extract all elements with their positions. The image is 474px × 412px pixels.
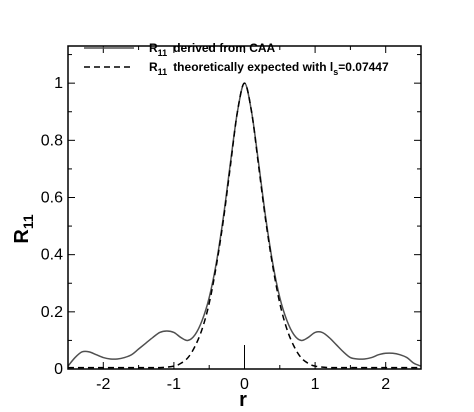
y-tick-label: 0.8 bbox=[41, 132, 63, 149]
svg-text:R11: R11 bbox=[11, 214, 36, 243]
y-tick-label: 0.4 bbox=[41, 247, 63, 264]
legend-entry-1: R11 derived from CAA bbox=[149, 41, 276, 58]
x-tick-label: 0 bbox=[240, 376, 249, 393]
x-axis-title: r bbox=[239, 389, 247, 411]
legend-entry-2: R11 theoretically expected with ls=0.0744… bbox=[149, 60, 389, 77]
series-line-2 bbox=[67, 82, 421, 369]
y-tick-label: 0 bbox=[54, 361, 63, 378]
y-tick-label: 1 bbox=[54, 75, 63, 92]
x-tick-label: -1 bbox=[167, 376, 181, 393]
y-axis-title-sub: 11 bbox=[20, 214, 36, 229]
x-tick-label: 2 bbox=[381, 376, 390, 393]
y-tick-label: 0.6 bbox=[41, 189, 63, 206]
ticks: -2 -1 0 1 2 0 0.2 0.4 0.6 0.8 1 bbox=[41, 46, 422, 393]
y-axis-title-main: R bbox=[11, 229, 33, 244]
legend: R11 derived from CAA R11 theoretically exp… bbox=[84, 41, 389, 77]
x-tick-label: 1 bbox=[311, 376, 320, 393]
plot-lines bbox=[67, 82, 422, 369]
x-tick-label: -2 bbox=[96, 376, 110, 393]
y-tick-label: 0.2 bbox=[41, 304, 63, 321]
y-axis-title: R11 bbox=[11, 214, 36, 243]
